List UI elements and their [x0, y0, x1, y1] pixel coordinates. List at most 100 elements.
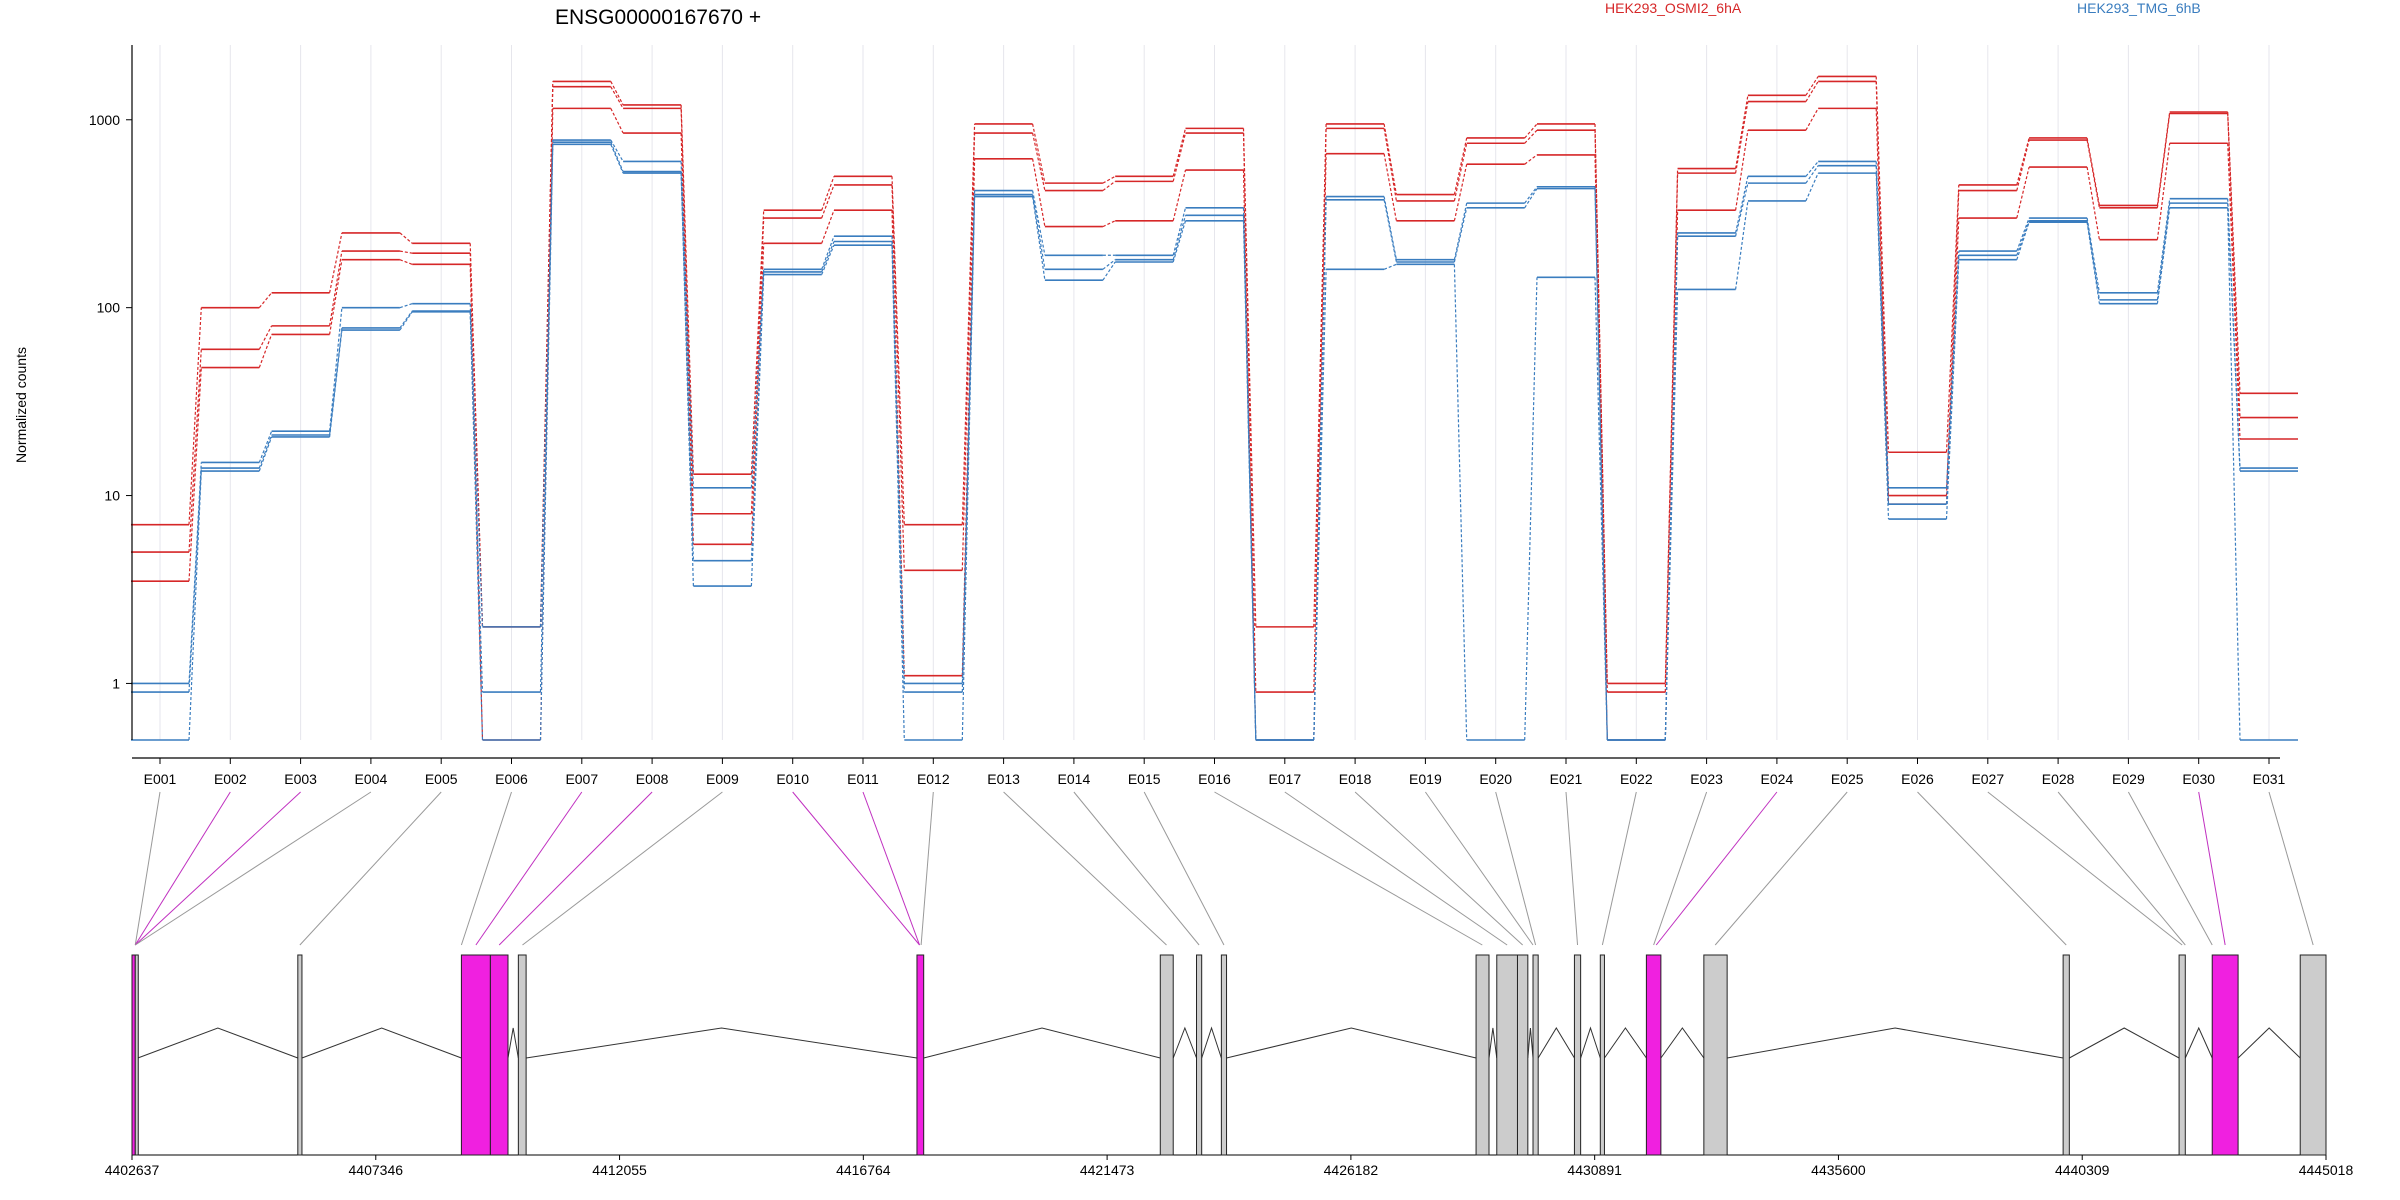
exon-connector — [498, 791, 653, 946]
series-step-connector — [2156, 143, 2171, 240]
chart-title: ENSG00000167670 + — [555, 6, 761, 29]
y-tick-label: 1000 — [89, 112, 120, 128]
x-tick-label: E008 — [636, 771, 669, 787]
series-step-connector — [329, 329, 343, 438]
exon-connector — [475, 791, 583, 946]
exon-block — [2178, 954, 2186, 1156]
series-step-connector — [1383, 128, 1397, 201]
intron — [1604, 1027, 1647, 1059]
intron — [507, 1027, 519, 1059]
y-tick-label: 100 — [97, 300, 121, 316]
y-axis-label: Normalized counts — [13, 347, 29, 463]
coordinate-label: 4426182 — [1324, 1162, 1379, 1178]
series-step-connector — [1805, 108, 1819, 131]
coordinate-label: 4440309 — [2055, 1162, 2110, 1178]
x-tick-label: E014 — [1058, 771, 1091, 787]
series-step-connector — [1102, 180, 1116, 192]
series-step-connector — [1594, 130, 1608, 693]
intron — [1226, 1027, 1477, 1059]
x-tick-label: E003 — [284, 771, 317, 787]
x-tick-label: E024 — [1761, 771, 1794, 787]
exon-connector — [1143, 791, 1225, 946]
series-step-connector — [891, 184, 905, 571]
series-step-connector — [891, 176, 905, 525]
series-step-connector — [1242, 133, 1257, 693]
coordinate-label: 4421473 — [1080, 1162, 1135, 1178]
intron — [301, 1027, 462, 1059]
series-step-connector — [1032, 123, 1046, 184]
exon-block — [1196, 954, 1203, 1156]
series-step-connector — [2156, 111, 2171, 206]
series-step-connector — [1453, 264, 1468, 741]
series-step-connector — [891, 245, 905, 741]
vertical-grid — [159, 45, 2270, 740]
series-step-connector — [1383, 263, 1397, 270]
series-step-connector — [1524, 188, 1538, 209]
series-step-connector — [750, 269, 765, 488]
intron — [923, 1027, 1161, 1059]
series-step-connector — [1032, 190, 1046, 256]
x-tick-label: E021 — [1550, 771, 1583, 787]
series-step-connector — [750, 274, 765, 587]
y-tick-label: 1 — [112, 675, 120, 691]
series-step-connector — [1313, 128, 1327, 693]
series-step-connector — [1383, 153, 1397, 221]
intron — [137, 1027, 298, 1059]
series-step-connector — [1805, 165, 1819, 184]
exon-block — [2299, 954, 2327, 1156]
intron — [1660, 1027, 1705, 1059]
exon-connector — [134, 791, 161, 946]
series-step-connector — [1313, 269, 1327, 741]
exon-block — [1220, 954, 1228, 1156]
exon-connector — [1495, 791, 1537, 946]
series-step-connector — [2086, 166, 2100, 240]
series-step-connector — [610, 139, 624, 162]
series-step-connector — [469, 310, 484, 693]
series-step-connector — [2156, 207, 2171, 304]
series-step-connector — [1102, 261, 1116, 281]
exon-connector — [134, 791, 231, 946]
coordinate-label: 4412055 — [592, 1162, 647, 1178]
exon-block — [489, 954, 509, 1156]
series-step-connector — [1032, 158, 1046, 227]
series-step-connector — [821, 236, 835, 270]
series-step-connector — [610, 86, 624, 109]
series-step-connector — [610, 144, 624, 174]
intron — [1172, 1026, 1197, 1059]
series-step-connector — [2016, 222, 2030, 260]
exon-connector — [1003, 791, 1167, 946]
series-step-connector — [1453, 207, 1468, 263]
series-step-connector — [1524, 154, 1538, 165]
x-tick-label: E028 — [2042, 771, 2075, 787]
series-step-connector — [1453, 137, 1468, 195]
series-step-connector — [680, 161, 694, 488]
exon-block — [1496, 954, 1518, 1156]
x-tick-label: E013 — [987, 771, 1020, 787]
series-step-connector — [2086, 217, 2100, 293]
series-step-connector — [1383, 123, 1397, 195]
series-step-connector — [258, 292, 273, 309]
series-step-connector — [329, 259, 343, 335]
x-tick-label: E027 — [1971, 771, 2004, 787]
exon-connector — [134, 791, 372, 946]
coordinate-label: 4407346 — [349, 1162, 404, 1178]
series-step-connector — [821, 210, 835, 244]
exon-block — [2062, 954, 2070, 1156]
series-step-connector — [1945, 251, 1960, 488]
series-step-connector — [610, 81, 624, 106]
intron — [1201, 1026, 1222, 1059]
series-step-connector — [1453, 164, 1468, 221]
exon-block — [1703, 954, 1728, 1156]
exon-connector — [920, 791, 934, 946]
exon-connector — [460, 791, 512, 946]
series-step-connector — [750, 210, 765, 475]
series-step-connector — [1172, 169, 1187, 221]
exon-block — [1599, 954, 1605, 1156]
series-step-connector — [2156, 198, 2171, 293]
series-step-connector — [1242, 207, 1257, 741]
series-step-connector — [1875, 173, 1890, 520]
series-step-connector — [1805, 172, 1819, 202]
series-step-connector — [329, 327, 343, 436]
series-step-connector — [1735, 182, 1749, 237]
coordinate-label: 4445018 — [2299, 1162, 2354, 1178]
